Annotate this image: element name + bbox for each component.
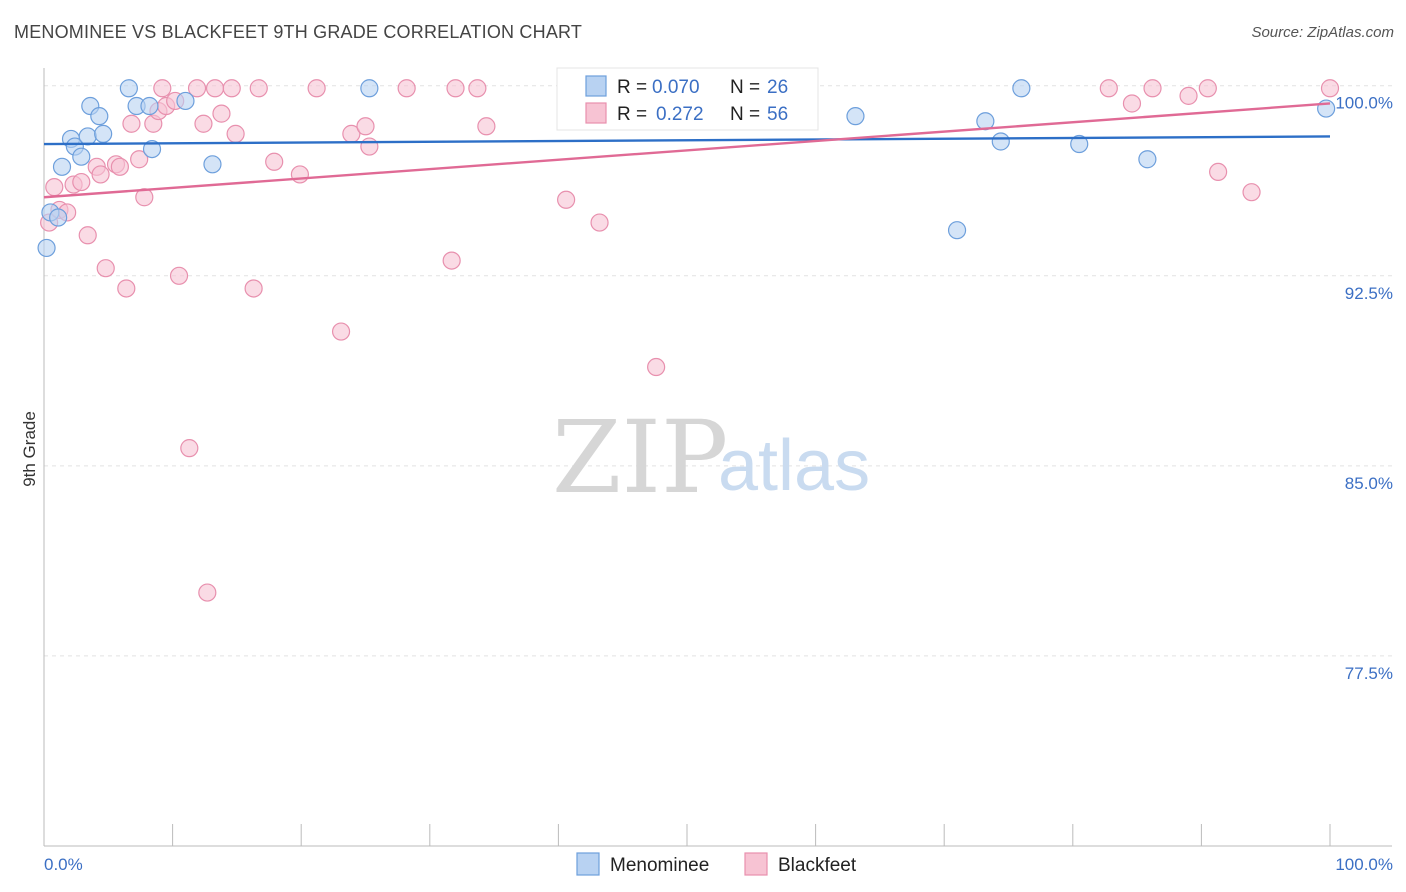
y-axis-label: 9th Grade [20,411,39,487]
menominee-point [176,91,195,111]
menominee-point [846,107,865,126]
menominee-point [78,127,97,146]
bottom-legend-label-blackfeet: Blackfeet [778,855,857,876]
blackfeet-point [153,79,172,98]
menominee-point [991,132,1010,151]
watermark-zip: ZIP [552,399,728,516]
blackfeet-point [1099,79,1118,98]
blackfeet-point [557,190,576,209]
y-tick-label: 92.5% [1345,284,1393,303]
menominee-point [1012,79,1031,98]
blackfeet-point [442,251,461,270]
legend-swatch-blackfeet [585,102,607,124]
legend-swatch-menominee [585,75,607,97]
legend-n-label-menominee: N = [730,77,760,98]
source-label: Source: ZipAtlas.com [1251,24,1394,41]
blackfeet-point [590,213,609,232]
x-tick-labels: 0.0% 100.0% [44,855,1393,874]
menominee-points [37,79,1336,258]
blackfeet-point [290,165,310,184]
y-tick-label: 100.0% [1335,94,1393,113]
menominee-point [1138,150,1157,169]
menominee-point [203,155,222,174]
blackfeet-point [477,117,496,136]
legend-r-label-menominee: R = [617,77,647,98]
bottom-legend-swatch-menominee [576,852,600,876]
menominee-point [140,96,159,116]
menominee-point [94,124,113,143]
blackfeet-point [446,79,465,98]
blackfeet-point [1143,79,1162,98]
menominee-point [119,79,138,98]
x-tick-label-max: 100.0% [1335,855,1393,874]
menominee-point [142,139,162,159]
menominee-point [947,221,967,240]
blackfeet-point [205,79,225,98]
blackfeet-point [1122,94,1142,113]
y-tick-label: 77.5% [1345,664,1393,683]
legend-n-value-blackfeet: 56 [767,104,788,125]
blackfeet-point [91,165,110,184]
blackfeet-point [397,79,416,98]
y-tick-labels: 100.0% 92.5% 85.0% 77.5% [1335,94,1393,683]
legend: R = 0.070 N = 26 R = 0.272 N = 56 [556,67,819,131]
blackfeet-point [96,259,115,278]
x-tick-label-min: 0.0% [44,855,83,874]
y-tick-label: 85.0% [1345,474,1393,493]
bottom-legend: Menominee Blackfeet [576,852,857,876]
gridlines [44,85,1392,657]
blackfeet-point [122,114,141,133]
blackfeet-point [78,226,97,245]
blackfeet-point [180,439,199,458]
legend-r-value-blackfeet: 0.272 [656,104,704,125]
menominee-point [360,79,379,98]
blackfeet-point [1198,79,1217,98]
blackfeet-point [331,322,351,341]
blackfeet-point [1179,86,1198,105]
blackfeet-point [647,357,666,377]
blackfeet-point [72,172,91,192]
blackfeet-point [212,104,231,123]
blackfeet-point [187,79,207,98]
blackfeet-point [468,79,487,98]
blackfeet-point [244,279,263,298]
blackfeet-point [360,137,379,156]
blackfeet-point [222,79,241,98]
blackfeet-point [226,124,245,143]
blackfeet-trendline [43,102,1331,199]
blackfeet-point [169,266,189,285]
menominee-point [52,157,72,176]
blackfeet-point [249,79,268,98]
legend-r-value-menominee: 0.070 [652,77,700,98]
watermark-atlas: atlas [718,426,870,506]
blackfeet-point [45,178,64,197]
blackfeet-point [1242,183,1261,202]
blackfeet-point [117,279,136,298]
blackfeet-point [130,150,149,169]
blackfeet-point [1209,162,1228,182]
menominee-point [90,107,109,126]
legend-n-value-menominee: 26 [767,77,788,98]
menominee-point [1070,134,1089,154]
legend-n-label-blackfeet: N = [730,104,760,125]
blackfeet-point [198,583,217,602]
blackfeet-point [356,117,375,136]
blackfeet-point [110,157,129,176]
menominee-point [49,208,68,227]
blackfeet-point [265,152,284,171]
blackfeet-point [307,79,326,98]
blackfeet-point [194,114,213,133]
legend-r-label-blackfeet: R = [617,104,647,125]
menominee-point [37,238,56,258]
axes [43,68,1392,847]
bottom-legend-swatch-blackfeet [744,852,768,876]
menominee-point [72,147,91,166]
blackfeet-point [1320,79,1340,98]
bottom-legend-label-menominee: Menominee [610,855,709,876]
menominee-trendline [43,135,1331,146]
watermark: ZIP atlas [552,399,870,516]
trendlines [43,102,1331,199]
chart-title: MENOMINEE VS BLACKFEET 9TH GRADE CORRELA… [14,22,583,42]
